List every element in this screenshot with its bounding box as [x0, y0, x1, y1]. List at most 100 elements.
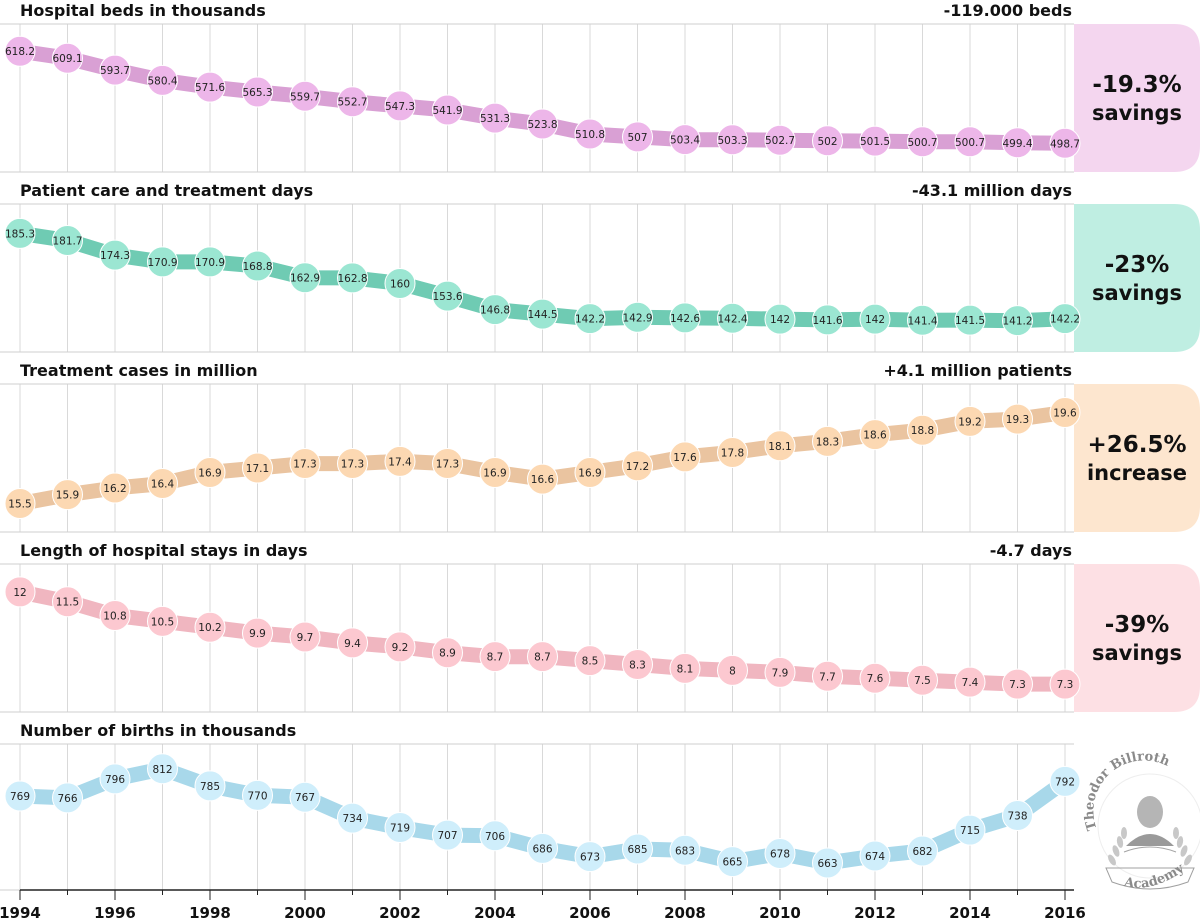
data-label-stays-2005: 8.7	[534, 652, 551, 664]
data-label-births-2001: 734	[342, 813, 362, 825]
data-point-births-2011	[812, 847, 843, 879]
data-label-cases-2000: 17.3	[293, 459, 316, 471]
data-label-beds-2005: 523.8	[527, 119, 557, 131]
data-point-beds-2014	[954, 126, 986, 158]
data-point-beds-1999	[242, 76, 273, 108]
data-label-cases-2005: 16.6	[531, 474, 555, 486]
panel-delta: +4.1 million patients	[883, 361, 1072, 380]
data-label-cases-1999: 17.1	[246, 463, 269, 475]
x-tick-label-2012: 2012	[854, 904, 896, 922]
data-label-cases-1997: 16.4	[151, 479, 175, 491]
data-label-beds-2004: 531.3	[480, 113, 510, 125]
data-label-days-2013: 141.4	[907, 315, 937, 327]
badge-percent: -19.3%	[1092, 72, 1181, 98]
data-label-days-2016: 142.2	[1050, 314, 1080, 326]
data-point-cases-2012	[859, 419, 891, 451]
badge-background	[1074, 24, 1200, 172]
data-point-days-2003	[432, 280, 463, 312]
data-point-stays-2006	[574, 645, 606, 677]
data-label-births-2009: 665	[722, 857, 742, 869]
data-label-stays-2001: 9.4	[344, 638, 361, 650]
data-point-beds-1995	[52, 42, 83, 74]
data-point-stays-2015	[1002, 668, 1033, 700]
panel-delta: -119.000 beds	[944, 1, 1072, 20]
data-label-beds-2016: 498.7	[1050, 138, 1080, 150]
data-point-days-2009	[717, 302, 748, 334]
badge-label: savings	[1092, 281, 1182, 305]
panel-beds: Hospital beds in thousands -119.000 beds -…	[0, 1, 1200, 173]
data-point-cases-1997	[147, 468, 178, 500]
data-label-days-2010: 142	[770, 314, 790, 326]
data-point-days-2006	[574, 303, 606, 335]
data-label-births-2004: 706	[485, 831, 505, 843]
data-point-days-2001	[337, 262, 368, 294]
data-point-days-2012	[859, 303, 891, 335]
data-point-stays-2005	[527, 641, 558, 673]
data-point-stays-1995	[52, 586, 83, 618]
data-point-cases-2002	[384, 445, 416, 477]
data-label-days-2004: 146.8	[480, 305, 510, 317]
data-label-stays-1998: 10.2	[198, 622, 221, 634]
data-label-cases-2006: 16.9	[578, 467, 601, 479]
logo-laurel-left-icon	[1112, 845, 1120, 857]
data-point-cases-1994	[4, 488, 36, 520]
data-label-cases-2009: 17.8	[721, 447, 744, 459]
data-label-stays-2000: 9.7	[297, 632, 314, 644]
data-point-beds-1998	[194, 71, 226, 103]
logo-laurel-right-icon	[1184, 854, 1192, 866]
data-point-days-2005	[527, 298, 558, 330]
data-point-days-1994	[4, 217, 36, 249]
panel-delta: -43.1 million days	[912, 181, 1072, 200]
data-point-stays-2007	[622, 649, 653, 680]
data-point-cases-2009	[717, 436, 748, 468]
data-label-cases-1996: 16.2	[103, 483, 126, 495]
chart-panels: Hospital beds in thousands -119.000 beds -…	[0, 1, 1200, 891]
data-point-days-2002	[384, 267, 416, 299]
badge-background	[1074, 564, 1200, 712]
data-point-beds-2002	[384, 90, 416, 122]
data-label-days-2012: 142	[865, 314, 885, 326]
data-point-cases-2011	[812, 425, 843, 457]
logo-signature-icon	[1123, 846, 1177, 853]
data-label-stays-2016: 7.3	[1057, 679, 1074, 691]
data-label-beds-2014: 500.7	[955, 137, 985, 149]
data-point-days-2016	[1049, 303, 1081, 335]
data-label-cases-2011: 18.3	[816, 436, 839, 448]
x-tick-label-2016: 2016	[1044, 904, 1086, 922]
data-point-beds-2004	[479, 102, 511, 134]
data-label-stays-1995: 11.5	[56, 597, 79, 609]
data-label-beds-2000: 559.7	[290, 91, 320, 103]
logo-ring	[1097, 773, 1200, 879]
data-label-days-2014: 141.5	[955, 315, 985, 327]
data-point-days-1998	[194, 246, 226, 278]
data-label-beds-2010: 502.7	[765, 135, 795, 147]
data-label-stays-1994: 12	[13, 587, 26, 599]
data-label-days-2003: 153.6	[432, 291, 462, 303]
data-point-beds-2012	[859, 125, 891, 157]
data-point-days-2015	[1002, 305, 1033, 337]
x-tick-label-2000: 2000	[284, 904, 326, 922]
data-label-beds-2007: 507	[627, 132, 647, 144]
data-point-stays-2000	[289, 621, 321, 653]
data-point-days-1995	[52, 224, 83, 256]
data-label-cases-2015: 19.3	[1006, 414, 1029, 426]
data-point-stays-2009	[717, 654, 748, 686]
data-label-births-2003: 707	[437, 830, 457, 842]
data-point-days-2010	[764, 303, 796, 335]
x-tick-label-1996: 1996	[94, 904, 136, 922]
data-point-births-2012	[859, 840, 891, 872]
data-label-births-1997: 812	[152, 764, 172, 776]
data-label-days-1999: 168.8	[242, 261, 272, 273]
data-label-beds-1997: 580.4	[147, 75, 177, 87]
data-label-cases-1998: 16.9	[198, 467, 221, 479]
x-tick-label-2014: 2014	[949, 904, 991, 922]
data-point-births-2003	[432, 819, 463, 851]
data-point-cases-1999	[242, 452, 273, 484]
data-label-stays-2004: 8.7	[487, 652, 504, 664]
data-point-cases-2003	[432, 448, 463, 480]
data-point-beds-2016	[1049, 127, 1081, 159]
data-point-beds-2006	[574, 118, 606, 150]
data-label-days-2001: 162.8	[337, 273, 367, 285]
data-point-births-2007	[622, 833, 653, 865]
